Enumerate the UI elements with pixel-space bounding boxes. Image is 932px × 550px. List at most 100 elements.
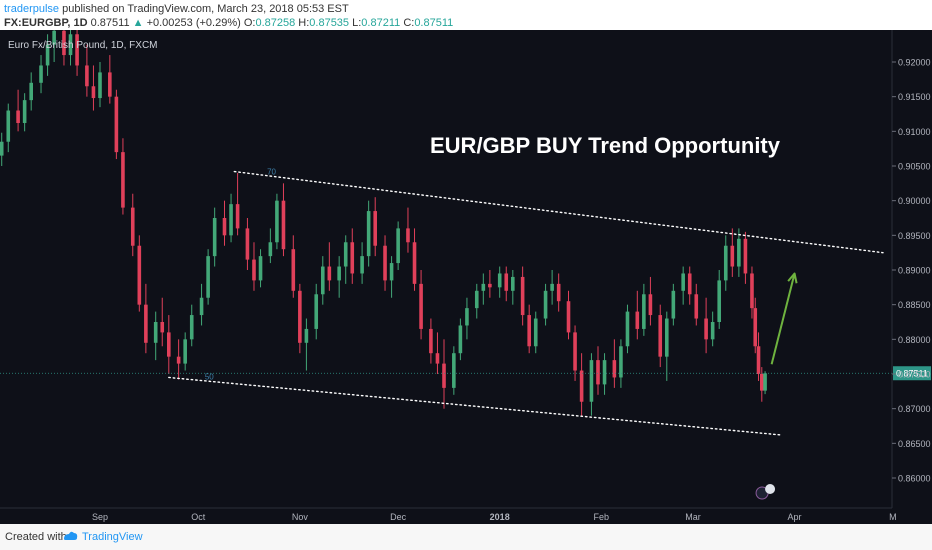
- candle-body: [497, 273, 502, 288]
- candle-body: [671, 290, 676, 319]
- channel-lower-line: [168, 376, 783, 436]
- candle-body: [314, 294, 319, 329]
- candle-body: [114, 96, 119, 153]
- candle-body: [756, 346, 761, 374]
- symbol-label: FX:EURGBP, 1D: [4, 17, 88, 29]
- close-value: 0.87511: [414, 17, 454, 29]
- candle-body: [327, 266, 332, 281]
- candle-body: [153, 322, 158, 343]
- published-text: published on TradingView.com, March 23, …: [62, 3, 349, 15]
- candle-body: [452, 353, 456, 388]
- candle-body: [710, 322, 715, 340]
- candle-body: [520, 276, 525, 316]
- y-tick-label: 0.88500: [898, 300, 931, 310]
- publisher-link[interactable]: traderpulse: [4, 3, 60, 15]
- candle-body: [45, 44, 50, 66]
- chart-header: traderpulse published on TradingView.com…: [0, 0, 932, 30]
- x-tick-label: Dec: [390, 512, 407, 522]
- y-tick-label: 0.87500: [898, 370, 931, 380]
- buy-arrow-head-icon: [787, 272, 798, 284]
- candle-body: [474, 290, 479, 309]
- candle-body: [350, 242, 355, 274]
- candle-body: [22, 100, 27, 124]
- candle-body: [85, 65, 89, 87]
- x-tick-label: Feb: [594, 512, 610, 522]
- tradingview-link[interactable]: TradingView: [82, 531, 143, 543]
- candle-body: [160, 322, 165, 333]
- candle-body: [737, 238, 741, 267]
- y-tick-label: 0.91000: [898, 127, 931, 137]
- candle-body: [602, 360, 607, 385]
- y-tick-label: 0.89000: [898, 266, 931, 276]
- candle-body: [108, 72, 112, 97]
- candle-body: [550, 283, 554, 291]
- candle-body: [435, 353, 440, 364]
- chart-title: EUR/GBP BUY Trend Opportunity: [430, 133, 781, 158]
- candle-body: [206, 256, 210, 298]
- candle-body: [753, 308, 758, 347]
- candle-body: [642, 294, 646, 329]
- candle-body: [442, 363, 446, 388]
- y-tick-label: 0.92000: [898, 58, 931, 68]
- candle-body: [704, 318, 708, 340]
- candle-body: [635, 311, 640, 329]
- candle-body: [648, 294, 653, 316]
- candle-body: [596, 360, 600, 385]
- footer: Created with TradingView: [0, 524, 932, 550]
- candle-body: [252, 259, 256, 281]
- candle-body: [298, 290, 302, 343]
- event-question-icon: [765, 484, 776, 494]
- axes: 0.92000 0.91500 0.91000 0.90500 0.90000 0.895…: [0, 30, 931, 522]
- change-up-icon: ▲: [132, 17, 144, 29]
- candle-body: [681, 273, 685, 291]
- candle-body: [222, 218, 227, 236]
- candle-body: [258, 256, 263, 281]
- candle-body: [389, 263, 394, 281]
- candle-body: [760, 374, 764, 391]
- candle-body: [419, 283, 423, 329]
- candle-body: [429, 328, 433, 354]
- candle-body: [62, 30, 66, 56]
- candle-body: [573, 332, 577, 371]
- candle-body: [566, 301, 571, 333]
- channel-upper-line: [233, 170, 884, 254]
- y-tick-label: 0.90500: [898, 162, 931, 172]
- x-tick-label: 2018: [490, 512, 510, 522]
- series-label: Euro Fx/British Pound, 1D, FXCM: [8, 40, 158, 51]
- candle-body: [687, 273, 692, 295]
- candle-body: [98, 72, 102, 99]
- candle-body: [625, 311, 630, 347]
- open-label: O:: [243, 17, 256, 29]
- candle-body: [556, 283, 561, 302]
- publish-line: traderpulse published on TradingView.com…: [4, 3, 349, 15]
- candle-body: [39, 65, 43, 83]
- candle-body: [245, 228, 250, 260]
- candle-body: [0, 141, 4, 156]
- candle-body: [488, 283, 492, 288]
- candle-body: [750, 273, 754, 309]
- fib-label: 50: [205, 373, 214, 382]
- y-tick-label: 0.89500: [898, 231, 931, 241]
- candle-body: [337, 266, 341, 281]
- candle-body: [383, 245, 387, 281]
- current-price-badge: [893, 366, 931, 381]
- low-value: 0.87211: [361, 17, 401, 29]
- candle-body: [366, 211, 371, 257]
- candle-body: [579, 370, 584, 402]
- candle-body: [396, 228, 400, 264]
- candle-body: [465, 308, 469, 326]
- y-tick-label: 0.90000: [898, 196, 931, 206]
- candle-body: [589, 360, 594, 402]
- annotations: 70 50 0.87511: [0, 167, 931, 500]
- x-tick-label: Apr: [788, 512, 802, 522]
- candle-body: [199, 297, 204, 316]
- close-label: C:: [403, 17, 415, 29]
- candle-body: [121, 152, 125, 208]
- candle-body: [543, 290, 548, 319]
- candle-body: [16, 110, 20, 124]
- candlestick-chart[interactable]: 70 50 0.87511 0.92000 0.91500 0.91000 0.90500…: [0, 19, 932, 524]
- chart-area[interactable]: 70 50 0.87511 0.92000 0.91500 0.91000 0.90500…: [0, 19, 932, 524]
- candle-body: [144, 304, 148, 343]
- candle-body: [91, 86, 96, 99]
- candle-body: [723, 245, 728, 281]
